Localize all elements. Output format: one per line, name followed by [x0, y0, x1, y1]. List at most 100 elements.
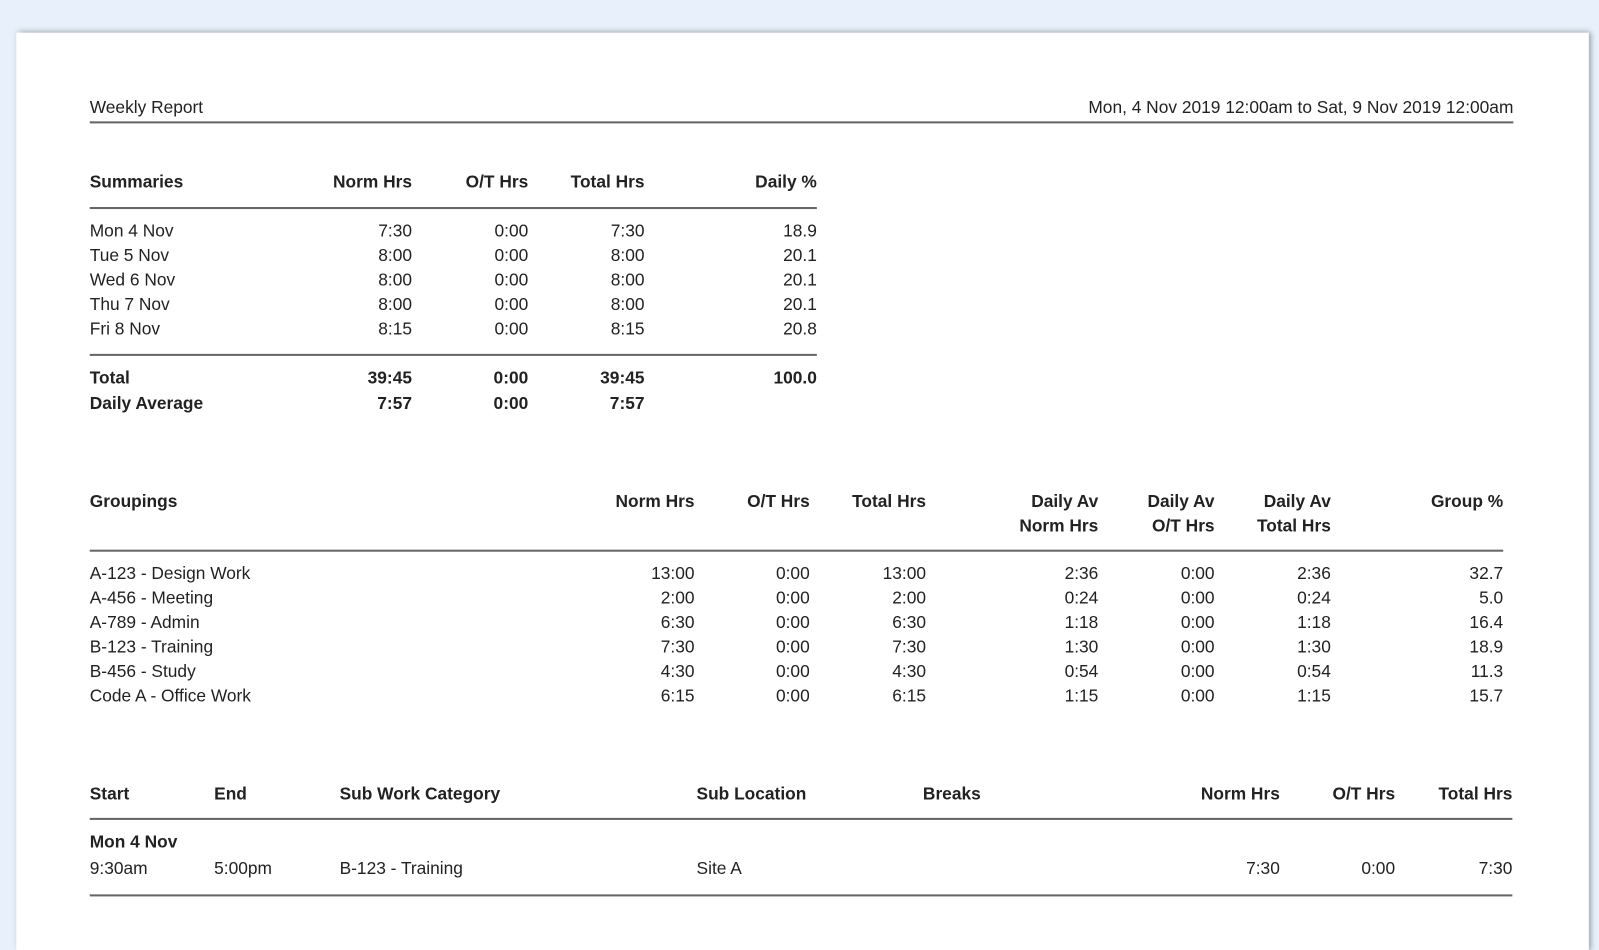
cell: 20.1 [783, 270, 817, 290]
cell: 0:00 [775, 661, 810, 682]
summaries-average-row: Daily Average 7:57 0:00 7:57 [0, 392, 1599, 416]
cell: Norm Hrs [332, 172, 412, 192]
cell: 6:15 [660, 686, 695, 706]
cell: Total Hrs [1438, 784, 1513, 804]
cell: 15.7 [1469, 686, 1504, 706]
cell: 7:30 [892, 637, 926, 657]
cell: 13:00 [651, 563, 695, 584]
cell: 1:15 [1297, 686, 1331, 706]
table-row: Code A - Office Work 6:15 0:00 6:15 1:15 0:00… [0, 684, 1599, 708]
cell: 0:00 [775, 563, 810, 584]
cell: 8:00 [378, 294, 412, 315]
table-rule [89, 549, 1504, 552]
cell: 8:00 [610, 294, 645, 315]
table-rule [89, 817, 1513, 820]
cell: 2:36 [1297, 563, 1331, 584]
cell: 0:24 [1064, 588, 1099, 608]
cell: 100.0 [773, 368, 817, 388]
table-row: Tue 5 Nov 8:00 0:00 8:00 20.1 [0, 244, 1599, 268]
cell: Mon 4 Nov [89, 221, 174, 241]
cell: 8:00 [610, 270, 645, 290]
cell: 39:45 [600, 368, 645, 388]
cell: End [214, 784, 247, 804]
cell: 0:00 [494, 294, 529, 315]
cell: 9:30am [89, 858, 148, 879]
cell: 7:30 [378, 221, 412, 241]
cell: O/T Hrs [465, 172, 529, 192]
cell: 0:54 [1064, 661, 1099, 682]
cell: Daily % [755, 172, 817, 192]
cell: A-123 - Design Work [89, 563, 251, 584]
day-heading: Mon 4 Nov [89, 832, 178, 852]
cell: 0:00 [494, 319, 529, 339]
cell: Site A [696, 858, 742, 879]
cell: 1:30 [1297, 637, 1331, 657]
cell: A-789 - Admin [89, 612, 200, 633]
details-header: Start End Sub Work Category Sub Location Bre… [0, 782, 1599, 806]
cell: 18.9 [1469, 637, 1504, 657]
cell: 0:00 [1180, 563, 1215, 584]
cell: 8:15 [378, 319, 412, 339]
cell: 7:30 [1246, 858, 1280, 879]
cell: 18.9 [783, 221, 817, 241]
table-row: Fri 8 Nov 8:15 0:00 8:15 20.8 [0, 317, 1599, 341]
cell: Summaries [89, 172, 184, 192]
cell: 13:00 [882, 563, 926, 584]
cell: 0:00 [493, 393, 529, 414]
groupings-header-line2: Norm Hrs O/T Hrs Total Hrs [0, 514, 1599, 538]
table-row: A-456 - Meeting 2:00 0:00 2:00 0:24 0:00 0:24 5… [0, 586, 1599, 610]
table-row: A-123 - Design Work 13:00 0:00 13:00 2:36 0:0… [0, 562, 1599, 586]
cell: 7:57 [377, 393, 412, 414]
cell: 2:36 [1064, 563, 1099, 584]
table-row: B-456 - Study 4:30 0:00 4:30 0:54 0:00 0:54 11.… [0, 660, 1599, 684]
cell: 2:00 [660, 588, 695, 608]
cell: Breaks [922, 784, 981, 804]
cell: O/T Hrs [747, 491, 810, 511]
cell: Daily Av [1147, 491, 1215, 511]
table-row: Thu 7 Nov 8:00 0:00 8:00 20.1 [0, 293, 1599, 317]
cell: 20.1 [783, 294, 817, 315]
groupings-header: Groupings Norm Hrs O/T Hrs Total Hrs Daily A… [0, 490, 1599, 514]
cell: B-123 - Training [89, 637, 214, 657]
cell: Group % [1430, 491, 1504, 511]
cell: 20.8 [783, 319, 817, 339]
cell: 0:24 [1297, 588, 1331, 608]
cell: 0:00 [494, 245, 529, 266]
table-row: B-123 - Training 7:30 0:00 7:30 1:30 0:00 1:30… [0, 635, 1599, 659]
table-row: 9:30am 5:00pm B-123 - Training Site A 7:30 0:… [0, 857, 1599, 881]
cell: 20.1 [783, 245, 817, 266]
cell: Thu 7 Nov [89, 294, 170, 315]
summaries-header: Summaries Norm Hrs O/T Hrs Total Hrs Daily % [0, 170, 1599, 194]
cell: 7:57 [609, 393, 645, 414]
cell: 0:00 [1180, 686, 1215, 706]
table-row: A-789 - Admin 6:30 0:00 6:30 1:18 0:00 1:18 16.… [0, 611, 1599, 635]
cell: O/T Hrs [1151, 516, 1215, 536]
cell: O/T Hrs [1332, 784, 1396, 804]
cell: 16.4 [1469, 612, 1504, 633]
cell: 5.0 [1479, 588, 1504, 608]
report-date-range: Mon, 4 Nov 2019 12:00am to Sat, 9 Nov 20… [1088, 97, 1514, 118]
cell: B-123 - Training [339, 858, 463, 879]
table-row: Wed 6 Nov 8:00 0:00 8:00 20.1 [0, 268, 1599, 292]
cell: 8:00 [610, 245, 645, 266]
cell: 0:00 [775, 612, 810, 633]
cell: Groupings [89, 491, 178, 511]
cell: 0:00 [1180, 637, 1215, 657]
cell: Start [89, 784, 130, 804]
cell: 6:30 [892, 612, 926, 633]
cell: Total Hrs [570, 172, 645, 192]
cell: 1:15 [1064, 686, 1099, 706]
cell: Tue 5 Nov [89, 245, 170, 266]
cell: Total [89, 368, 130, 388]
cell: 7:30 [1478, 858, 1513, 879]
cell: 4:30 [660, 661, 695, 682]
table-row: Mon 4 Nov 7:30 0:00 7:30 18.9 [0, 219, 1599, 243]
table-rule [89, 894, 1513, 897]
cell: 4:30 [892, 661, 926, 682]
table-rule [89, 207, 817, 210]
cell: Sub Location [696, 784, 807, 804]
report-page [16, 32, 1589, 950]
cell: 2:00 [892, 588, 926, 608]
cell: 5:00pm [214, 858, 272, 879]
cell: Norm Hrs [1019, 516, 1099, 536]
